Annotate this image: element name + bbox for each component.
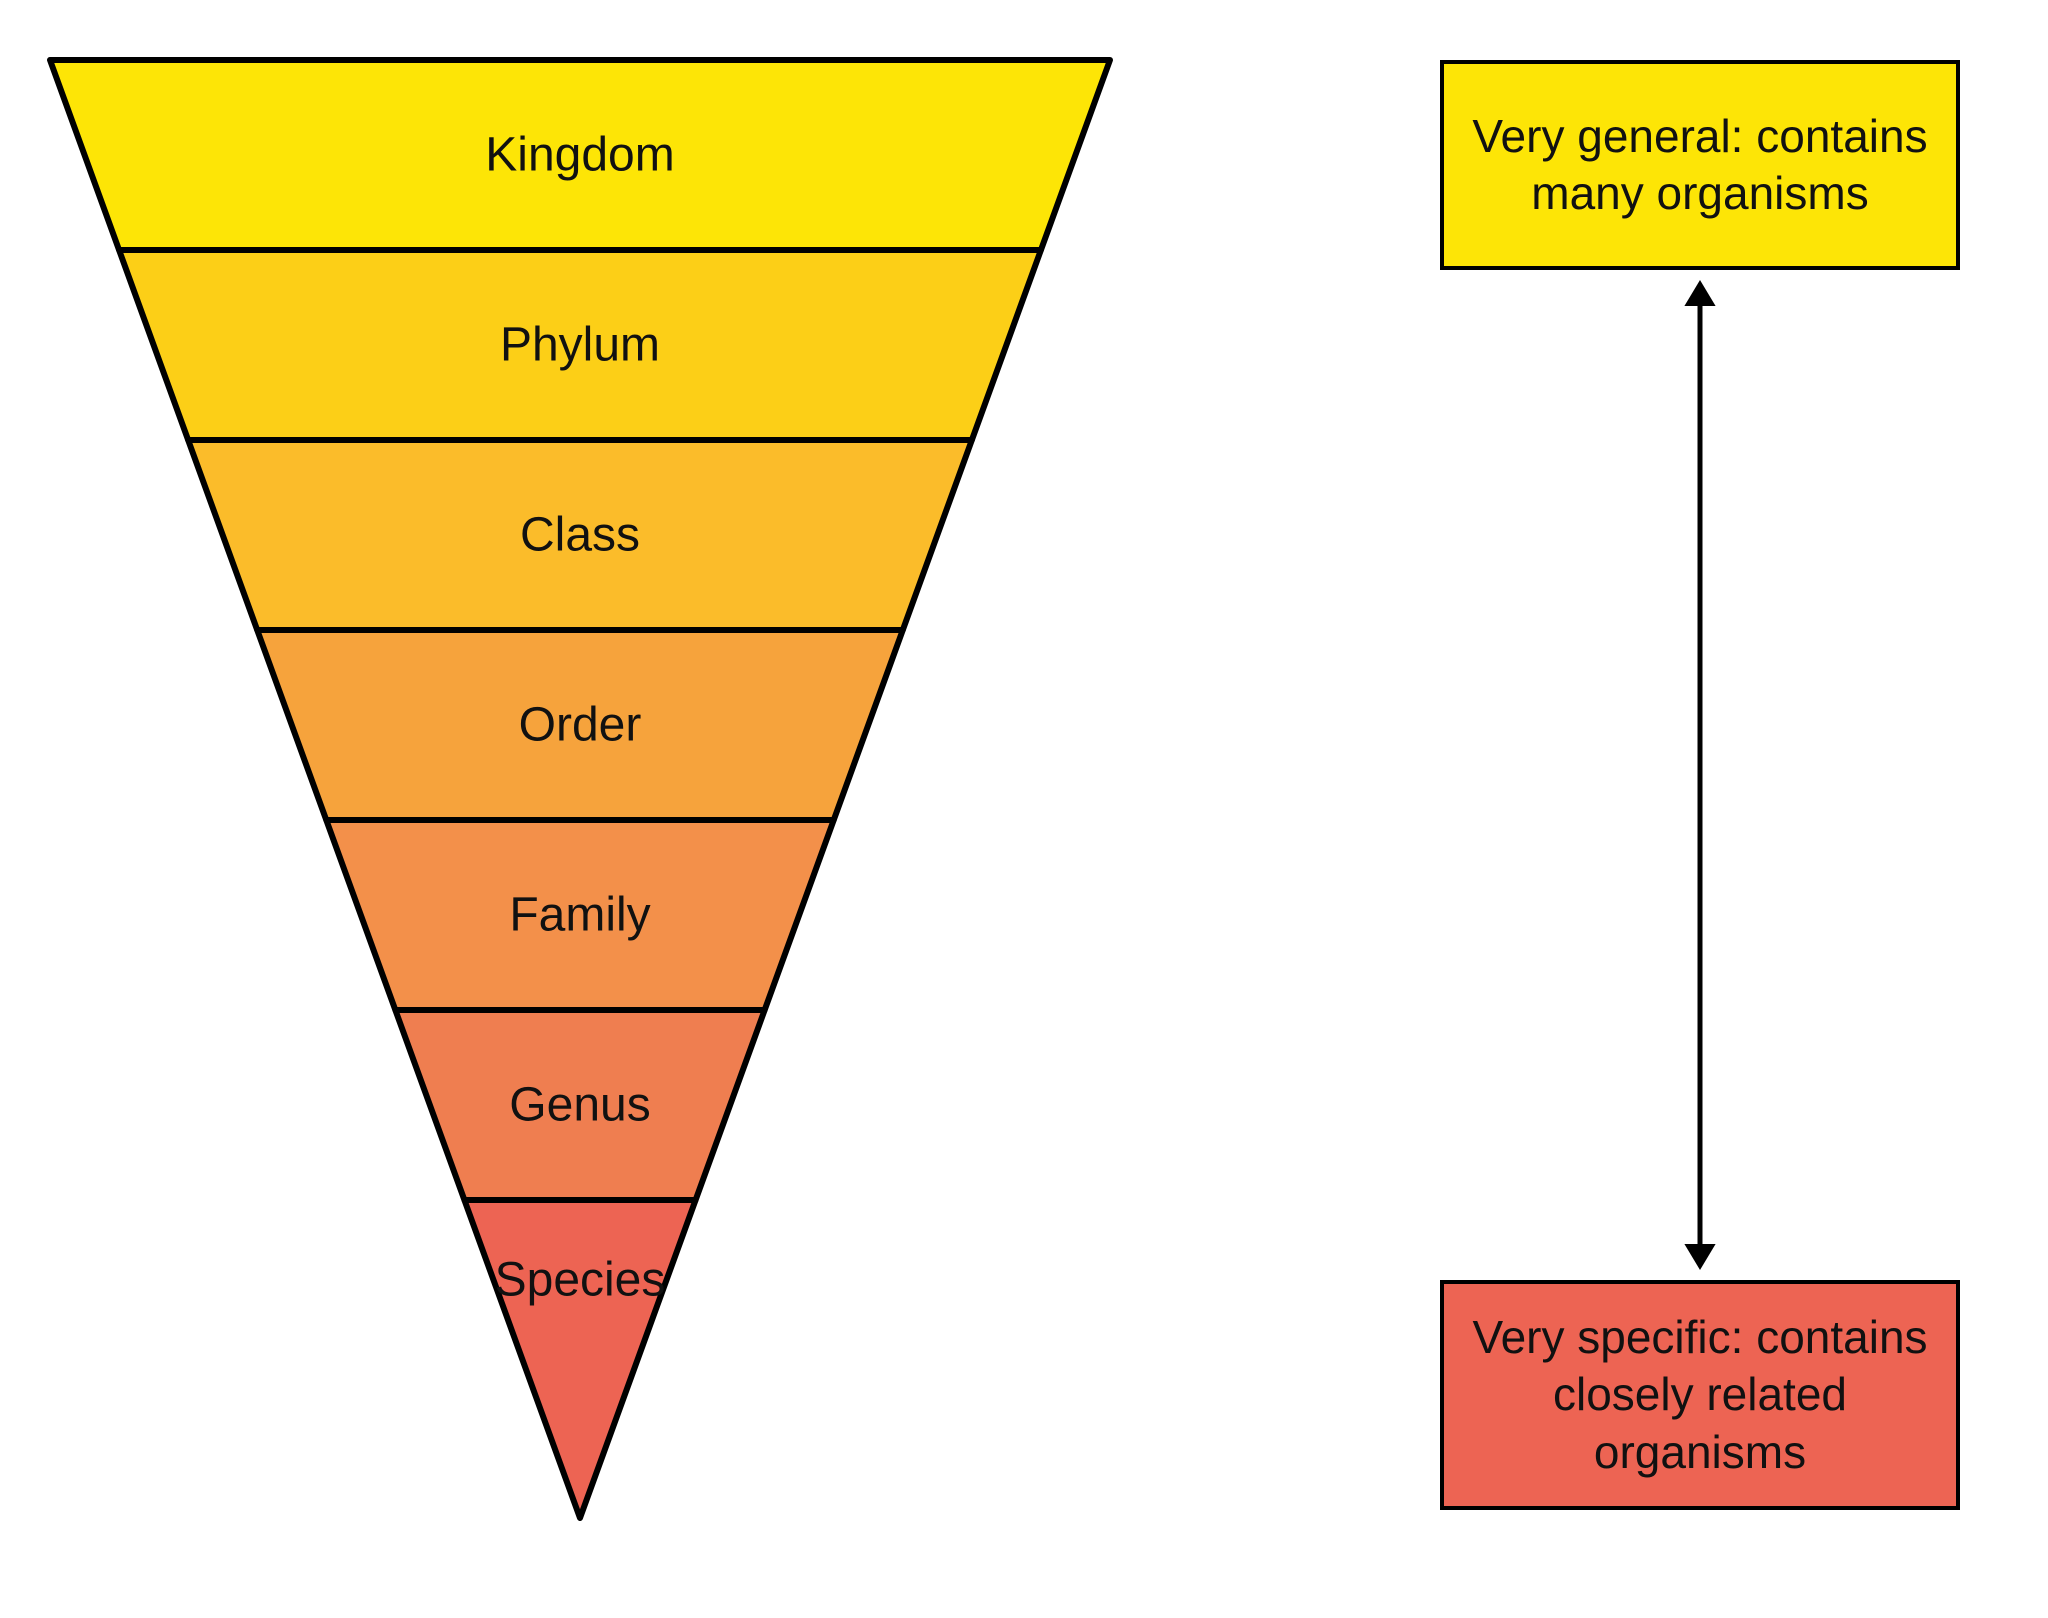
legend-specific-box-text: Very specific: contains closely related … [1462, 1309, 1938, 1482]
pyramid-level-label: Phylum [380, 318, 780, 373]
diagram-stage: Kingdom Phylum Class Order Family Genus Specie… [0, 0, 2048, 1618]
pyramid-level-label: Class [380, 508, 780, 563]
pyramid-level [464, 1200, 695, 1518]
pyramid-level-label: Family [380, 888, 780, 943]
pyramid-level-label: Order [380, 698, 780, 753]
legend-specific-box: Very specific: contains closely related … [1440, 1280, 1960, 1510]
legend-general-box-text: Very general: contains many organisms [1462, 108, 1938, 223]
legend-general-box: Very general: contains many organisms [1440, 60, 1960, 270]
pyramid-level-label: Kingdom [380, 128, 780, 183]
legend-arrow-head [1684, 1244, 1715, 1270]
pyramid-level-label: Genus [380, 1078, 780, 1133]
pyramid-level-label: Species [380, 1253, 780, 1308]
legend-arrow-head [1684, 280, 1715, 306]
